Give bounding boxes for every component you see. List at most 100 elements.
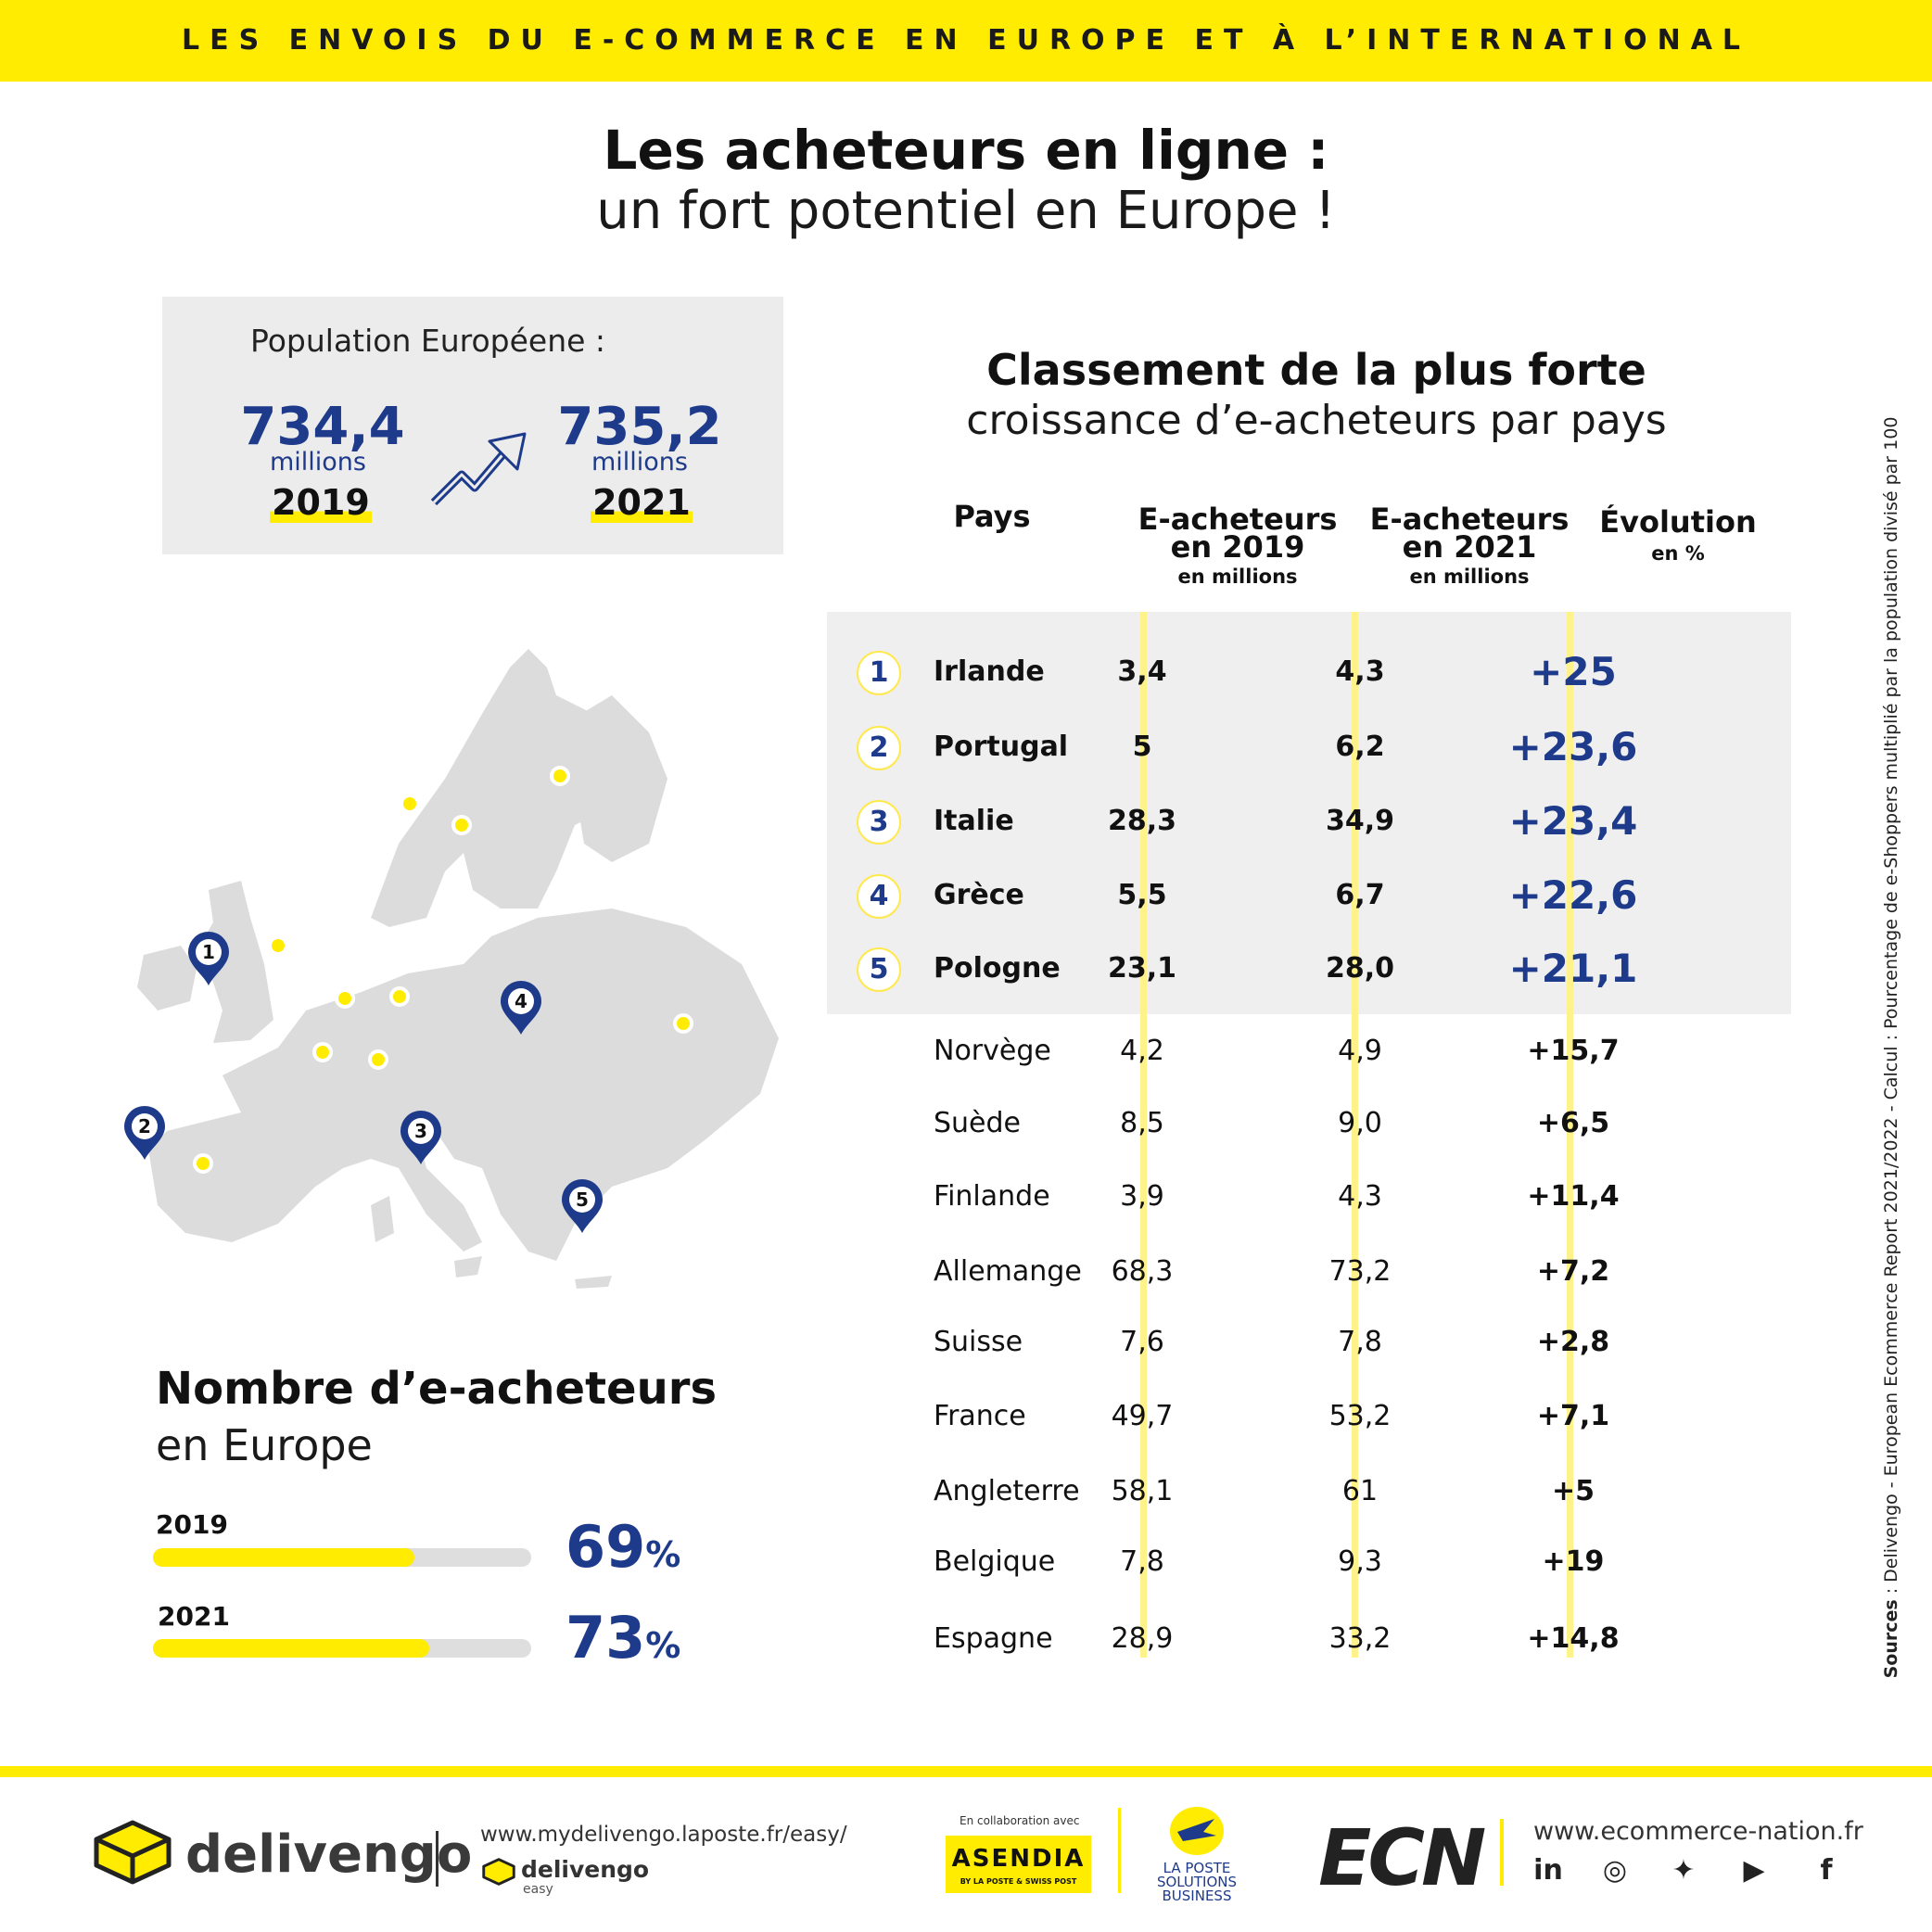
table-row: France 49,7 53,2 +7,1 <box>827 1389 1791 1444</box>
header-evolution-unit: en % <box>1651 542 1705 565</box>
page-subtitle: un fort potentiel en Europe ! <box>596 181 1336 241</box>
value-2019-cell: 3,9 <box>1120 1180 1164 1213</box>
delivengo-box-icon <box>94 1820 172 1885</box>
map-marker: 5 <box>562 1179 603 1233</box>
population-2021-year: 2021 <box>530 482 753 523</box>
value-2019-cell: 58,1 <box>1111 1475 1174 1507</box>
bar-2021-percent: 73% <box>566 1604 680 1671</box>
header-evolution: Évolution <box>1599 504 1757 540</box>
country-cell: Espagne <box>934 1622 1053 1655</box>
banner-text: LES ENVOIS DU E-COMMERCE EN EUROPE ET À … <box>181 24 1751 57</box>
value-2019-cell: 28,3 <box>1107 805 1177 837</box>
table-row: Finlande 3,9 4,3 +11,4 <box>827 1169 1791 1225</box>
top-banner <box>0 0 1932 82</box>
population-2021-value: 735,2 <box>557 397 722 457</box>
value-2019-cell: 8,5 <box>1120 1107 1164 1139</box>
table-row: Espagne 28,9 33,2 +14,8 <box>827 1611 1791 1667</box>
country-cell: Suisse <box>934 1326 1023 1358</box>
map-dot <box>400 794 420 814</box>
linkedin-icon[interactable]: in <box>1533 1854 1563 1887</box>
evolution-cell: +25 <box>1530 649 1617 694</box>
table-row: 3 Italie 28,3 34,9 +23,4 <box>827 794 1791 849</box>
collaboration-label: En collaboration avec <box>960 1814 1080 1827</box>
map-dot <box>673 1013 693 1034</box>
country-cell: Grèce <box>934 879 1024 911</box>
bar-2019-track <box>153 1548 531 1567</box>
buyers-subtitle: en Europe <box>156 1420 373 1470</box>
value-2019-cell: 5,5 <box>1117 879 1167 911</box>
value-2019-cell: 5 <box>1132 731 1152 763</box>
twitter-icon[interactable]: ✦ <box>1671 1854 1696 1887</box>
value-2019-cell: 3,4 <box>1117 655 1167 688</box>
evolution-cell: +21,1 <box>1508 946 1638 991</box>
bar-2019-value: 69 <box>566 1513 646 1581</box>
europe-land <box>137 649 779 1289</box>
laposte-logo-text: LA POSTE SOLUTIONS BUSINESS <box>1156 1860 1238 1904</box>
ecn-url-link[interactable]: www.ecommerce-nation.fr <box>1533 1817 1863 1846</box>
page-title: Les acheteurs en ligne : <box>603 119 1329 182</box>
rank-badge: 2 <box>857 726 901 770</box>
value-2019-cell: 49,7 <box>1111 1400 1174 1432</box>
map-dot <box>389 986 410 1007</box>
instagram-icon[interactable]: ◎ <box>1602 1854 1628 1887</box>
value-2021-cell: 7,8 <box>1338 1326 1382 1358</box>
bar-2021-track <box>153 1639 531 1658</box>
evolution-cell: +2,8 <box>1536 1326 1610 1358</box>
value-2021-cell: 6,2 <box>1335 731 1385 763</box>
ranking-title: Classement de la plus forte <box>986 345 1646 395</box>
value-2021-cell: 4,3 <box>1335 655 1385 688</box>
trend-arrow-icon <box>430 432 527 506</box>
evolution-cell: +15,7 <box>1527 1035 1620 1067</box>
asendia-logo-sub: BY LA POSTE & SWISS POST <box>960 1877 1077 1886</box>
sources-label: Sources <box>1881 1599 1901 1679</box>
delivengo-url-link[interactable]: www.mydelivengo.laposte.fr/easy/ <box>480 1823 847 1847</box>
footer-divider <box>0 1766 1932 1777</box>
country-cell: Pologne <box>934 952 1061 985</box>
table-row: Norvège 4,2 4,9 +15,7 <box>827 1023 1791 1079</box>
map-dot <box>451 815 472 835</box>
facebook-icon[interactable]: f <box>1820 1854 1833 1887</box>
header-2021-unit: en millions <box>1409 566 1530 588</box>
bar-2021-pct-sign: % <box>645 1625 681 1666</box>
map-marker: 3 <box>400 1111 441 1164</box>
youtube-icon[interactable]: ▶ <box>1743 1854 1765 1887</box>
map-dot <box>193 1153 213 1174</box>
map-pin-label: 5 <box>576 1188 589 1211</box>
population-2021-unit: millions <box>591 448 688 477</box>
bar-2019-pct-sign: % <box>645 1534 681 1575</box>
table-row: 5 Pologne 23,1 28,0 +21,1 <box>827 941 1791 997</box>
evolution-cell: +14,8 <box>1527 1622 1620 1655</box>
table-row: Belgique 7,8 9,3 +19 <box>827 1534 1791 1590</box>
country-cell: France <box>934 1400 1026 1432</box>
table-row: Suède 8,5 9,0 +6,5 <box>827 1096 1791 1151</box>
header-2019-line1: E-acheteurs <box>1138 502 1338 537</box>
table-row: Suisse 7,6 7,8 +2,8 <box>827 1315 1791 1370</box>
header-2019-unit: en millions <box>1177 566 1298 588</box>
header-2019-line2: en 2019 <box>1170 529 1305 565</box>
map-dots <box>193 766 693 1174</box>
value-2021-cell: 9,0 <box>1338 1107 1382 1139</box>
value-2021-cell: 33,2 <box>1328 1622 1392 1655</box>
table-row: Angleterre 58,1 61 +5 <box>827 1464 1791 1519</box>
delivengo-easy-logo: delivengo <box>521 1856 650 1883</box>
map-pin-label: 2 <box>138 1115 151 1138</box>
map-pin-inner <box>196 939 222 965</box>
population-2019-unit: millions <box>269 448 366 477</box>
map-dot <box>312 1042 333 1062</box>
map-marker: 1 <box>188 932 229 985</box>
map-pin-inner <box>569 1187 595 1213</box>
value-2019-cell: 68,3 <box>1111 1255 1174 1288</box>
country-cell: Irlande <box>934 655 1045 688</box>
country-cell: Finlande <box>934 1180 1050 1213</box>
delivengo-logo: delivengo <box>185 1824 473 1885</box>
country-cell: Norvège <box>934 1035 1051 1067</box>
evolution-cell: +23,6 <box>1508 724 1638 769</box>
header-2021-line1: E-acheteurs <box>1369 502 1570 537</box>
map-dot <box>268 935 288 956</box>
value-2021-cell: 61 <box>1341 1475 1379 1507</box>
value-2019-cell: 4,2 <box>1120 1035 1164 1067</box>
value-2021-cell: 4,9 <box>1338 1035 1382 1067</box>
population-label: Population Européene : <box>250 323 606 359</box>
buyers-title: Nombre d’e-acheteurs <box>156 1363 718 1415</box>
laposte-bird-icon <box>1170 1807 1224 1855</box>
